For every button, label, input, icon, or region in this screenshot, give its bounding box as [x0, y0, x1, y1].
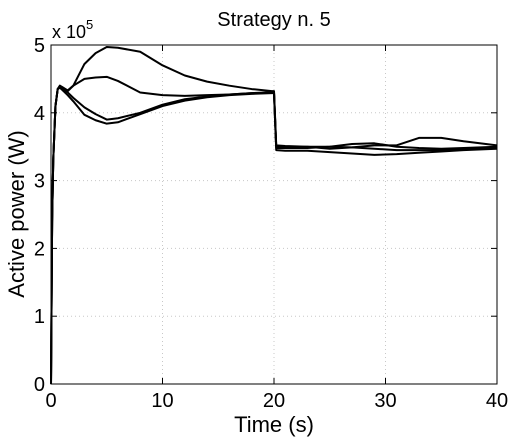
y-exponent-label: x 105 — [52, 17, 93, 42]
x-tick-label: 40 — [486, 390, 508, 412]
x-tick-label: 0 — [45, 390, 56, 412]
y-tick-label: 1 — [34, 306, 45, 328]
x-tick-label: 30 — [374, 390, 396, 412]
y-exponent-power: 5 — [86, 17, 93, 32]
y-tick-label: 4 — [34, 103, 45, 125]
y-tick-labels: 0 1 2 3 4 5 — [34, 35, 45, 396]
x-axis-label: Time (s) — [234, 412, 314, 437]
y-tick-label: 2 — [34, 238, 45, 260]
x-tick-labels: 0 10 20 30 40 — [45, 390, 508, 412]
y-tick-label: 3 — [34, 171, 45, 193]
x-tick-label: 10 — [151, 390, 173, 412]
series-line-4 — [50, 86, 498, 385]
series-line-2 — [50, 75, 498, 385]
y-tick-label: 5 — [34, 35, 45, 57]
chart-title: Strategy n. 5 — [217, 9, 330, 31]
axis-ticks — [50, 44, 498, 385]
series-lines — [50, 46, 498, 385]
y-axis-label: Active power (W) — [4, 130, 29, 297]
y-tick-label: 0 — [34, 374, 45, 396]
y-exponent-base: x 10 — [52, 22, 86, 42]
x-tick-label: 20 — [263, 390, 285, 412]
